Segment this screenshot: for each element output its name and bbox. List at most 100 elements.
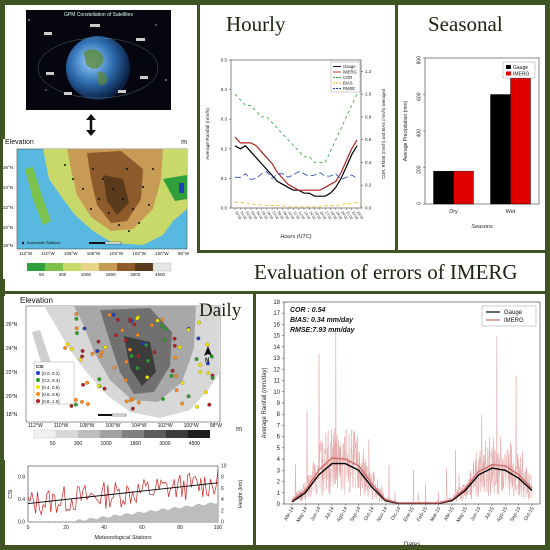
legend-label: Gauge [504, 310, 523, 316]
y-tick-label: 400 [417, 129, 423, 138]
station-dot [113, 333, 118, 338]
x-tick-label: 18:00 [330, 211, 338, 221]
x-tick-label: 07:00 [271, 211, 279, 221]
y-axis-label: Average Rainfall (mm/day) [262, 368, 268, 439]
station-dot [129, 354, 134, 358]
y-tick-label: 1 [277, 491, 281, 497]
plot-frame [230, 59, 362, 209]
x-tick-label: 01:00 [239, 211, 247, 221]
station-dot [74, 331, 79, 335]
height-area [28, 502, 218, 524]
station-dot [80, 354, 84, 359]
station-dot [141, 341, 146, 346]
x-tick-label: 20 [63, 525, 69, 531]
smooth-line-gauge [291, 462, 533, 505]
map-bottom-lat-label: 24°N [6, 346, 18, 352]
satellite-illustration [28, 19, 167, 100]
y-tick-label: 9 [277, 401, 281, 407]
station-dot [98, 354, 103, 359]
csi-legend-label: [0.2, 0.4) [42, 378, 60, 383]
trend-line [27, 482, 219, 504]
map-top-legend-item: Automatic Stations [27, 240, 61, 245]
x-tick-label: 08:00 [277, 211, 285, 221]
bar-gauge [490, 94, 511, 205]
station-dot [95, 349, 100, 353]
station-dot [73, 402, 78, 407]
csi-legend-label: [0.6, 0.8) [42, 392, 60, 397]
y-tick-label: 13 [273, 356, 280, 362]
x-tick-label: Ago-14 [336, 506, 349, 523]
y-right-tick-label: 0.6 [365, 137, 372, 142]
station-dot [63, 346, 67, 350]
y-right-tick-label: 0.2 [365, 183, 372, 188]
x-tick-label: Sep-14 [349, 506, 362, 523]
x-axis-label: Dates [404, 541, 422, 548]
divider-v3 [253, 291, 256, 550]
x-tick-label: 02:00 [245, 211, 253, 221]
station-dot [128, 317, 132, 322]
series-line-gauge [234, 145, 358, 197]
station-dot [198, 369, 203, 374]
station-dot [135, 366, 140, 370]
y-tick-label: 6 [277, 435, 281, 441]
x-tick-label: 15:00 [314, 211, 322, 221]
station-dot [132, 322, 137, 327]
elevation-map-bottom: Elevation m N CSI [0.0, 0.2) [4, 296, 250, 460]
map-bottom-scale-label: 1000 [100, 441, 112, 447]
x-tick-label: 05:00 [261, 211, 269, 221]
station-dot [195, 404, 199, 409]
y-tick-label: 18 [273, 300, 280, 306]
heading-daily: Daily [199, 300, 242, 321]
map-top-lon-label: 104°W [109, 251, 124, 256]
map-bottom-lon-label: 110°W [53, 423, 69, 429]
map-top-lat-labels: 26°N 24°N 22°N 20°N 18°N [3, 149, 17, 249]
x-tick-label: 0 [27, 525, 30, 531]
legend-label: IMERG [513, 72, 530, 78]
divider-h2 [0, 291, 550, 294]
y-tick-label: 11 [274, 379, 281, 385]
station-dot [102, 386, 107, 391]
station-dot [96, 384, 101, 388]
station-dot [180, 380, 185, 385]
station-dot [174, 388, 179, 393]
map-top-svg [16, 148, 188, 272]
station-dot [127, 347, 132, 352]
x-tick-label: Ene-15 [402, 506, 415, 523]
y-tick-label: 16 [273, 322, 280, 328]
station-dot [177, 345, 182, 350]
legend-label: Gauge [343, 64, 356, 69]
x-tick-label: 00:00 [234, 211, 242, 221]
series-line-rmse [235, 171, 358, 180]
series-line-bias [235, 201, 358, 208]
csi-legend-item: [0.0, 0.2) [36, 370, 74, 377]
map-top-scale-labels: 50 300 1000 1800 3000 4500 [39, 272, 165, 277]
map-top-lat-label: 26°N [3, 165, 14, 170]
station-dot [186, 394, 191, 399]
map-bottom-scale-label: 300 [73, 441, 83, 447]
station-dot [69, 347, 74, 351]
map-top-scale-label: 1800 [105, 272, 116, 277]
map-bottom-lat-label: 20°N [6, 394, 18, 400]
map-bottom-title: Elevation [20, 296, 53, 305]
map-bottom-scale-label: 4500 [188, 441, 200, 447]
station-dot [170, 368, 175, 373]
y-right-tick-label: 1.2 [365, 69, 372, 74]
legend-swatch [506, 71, 511, 76]
csi-line [27, 469, 219, 516]
map-bottom-scale-label: 50 [50, 441, 56, 447]
station-dot [186, 327, 191, 332]
station-dot [124, 399, 129, 404]
y-right-tick-label: 0.8 [365, 114, 372, 119]
divider-v1 [197, 0, 200, 252]
map-bottom-lon-label: 102°W [157, 423, 173, 429]
station-dot [78, 357, 83, 362]
x-tick-label: Sep-15 [509, 506, 522, 523]
y-tick-label: 600 [417, 92, 423, 101]
map-top-lat-label: 24°N [3, 185, 14, 190]
map-bottom-svg [25, 305, 221, 439]
map-top-lon-label: 106°W [86, 251, 101, 256]
elevation-map-top: Elevation m [3, 139, 193, 279]
map-bottom-lon-label: 104°W [131, 423, 147, 429]
map-bottom-scale-label: 3000 [159, 441, 171, 447]
